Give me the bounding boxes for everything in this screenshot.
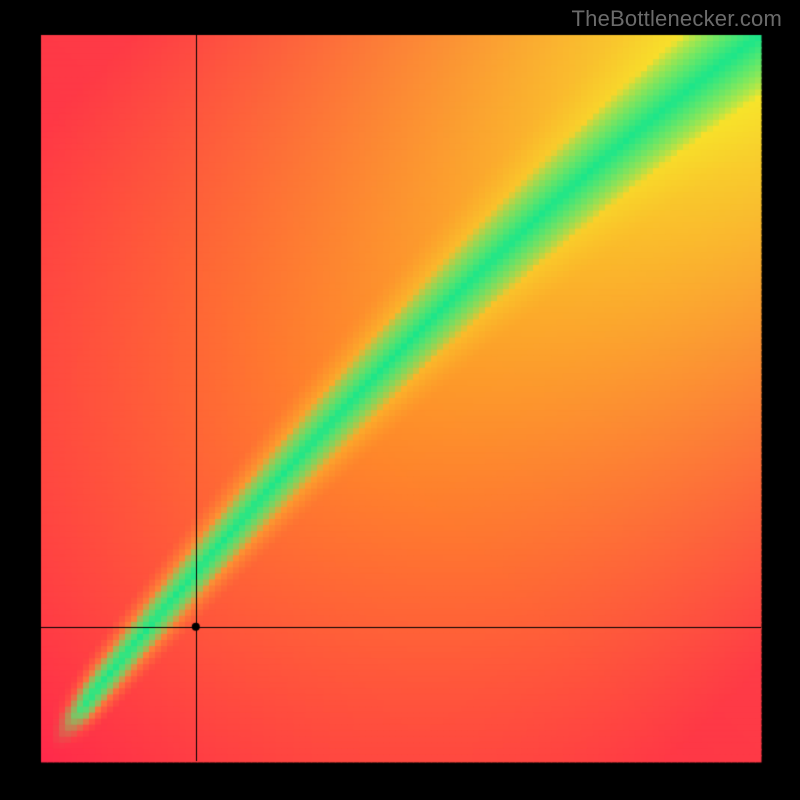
chart-container: TheBottlenecker.com — [0, 0, 800, 800]
heatmap-canvas — [0, 0, 800, 800]
watermark-text: TheBottlenecker.com — [572, 6, 782, 32]
